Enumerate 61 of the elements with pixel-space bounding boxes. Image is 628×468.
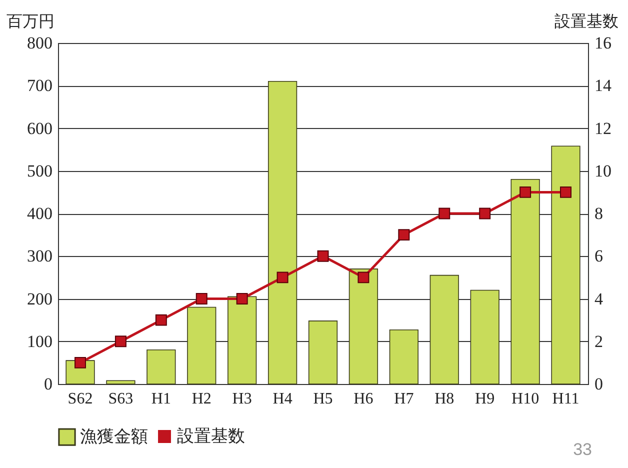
legend-label: 漁獲金額: [80, 427, 148, 446]
y-tick-label: 600: [27, 118, 52, 138]
bar: [510, 179, 540, 384]
bar: [228, 296, 257, 384]
point: [196, 293, 208, 304]
y2-tick-label: 14: [594, 76, 612, 96]
y-tick-label: 500: [27, 161, 52, 180]
bar: [551, 146, 580, 384]
point: [155, 314, 167, 326]
point: [560, 186, 572, 198]
y2-tick-label: 10: [594, 161, 612, 180]
point: [236, 293, 248, 304]
x-tick-label: H4: [272, 390, 292, 408]
y-axis-title: 百万円: [6, 14, 54, 30]
point: [398, 229, 410, 241]
x-tick-label: S62: [68, 390, 93, 408]
y-tick-label: 100: [27, 332, 52, 351]
point: [520, 186, 532, 198]
y-tick-label: 200: [27, 289, 52, 308]
bar: [308, 320, 338, 384]
x-tick-label: S63: [108, 390, 134, 408]
point: [358, 272, 370, 284]
legend-label: 設置基数: [177, 426, 245, 446]
y-tick-label: 400: [27, 204, 52, 223]
y2-tick-label: 8: [594, 204, 603, 223]
x-tick-label: H5: [313, 390, 333, 408]
point: [317, 250, 329, 262]
bar: [106, 380, 136, 384]
bar: [146, 350, 176, 384]
y-tick-label: 0: [44, 374, 52, 394]
point: [74, 356, 86, 368]
y2-tick-label: 4: [594, 289, 604, 308]
x-tick-label: H9: [475, 390, 495, 408]
y2-tick-label: 12: [594, 118, 612, 138]
x-tick-label: H7: [394, 390, 414, 408]
y-tick-label: 700: [27, 76, 52, 96]
point: [114, 336, 126, 348]
x-tick-label: H2: [192, 390, 212, 408]
text: 33: [573, 440, 592, 460]
bar: [187, 306, 216, 384]
bar: [348, 268, 378, 384]
y2-axis-title: 設置基数: [554, 12, 618, 30]
bar: [430, 274, 459, 384]
point: [438, 208, 450, 220]
x-tick-label: H6: [354, 390, 374, 408]
point: [479, 208, 491, 220]
y2-tick-label: 6: [594, 246, 603, 266]
bar: [389, 329, 418, 384]
y2-tick-label: 2: [594, 332, 603, 351]
y2-tick-label: 0: [594, 374, 603, 394]
x-tick-label: H3: [232, 390, 252, 408]
point: [276, 272, 288, 284]
bar: [470, 290, 500, 384]
x-tick-label: H1: [151, 390, 171, 408]
x-tick-label: H10: [512, 390, 540, 408]
x-tick-label: H8: [434, 390, 454, 408]
y2-tick-label: 16: [594, 34, 612, 52]
bar: [268, 80, 298, 384]
y-tick-label: 800: [27, 34, 52, 52]
y-tick-label: 300: [27, 246, 52, 266]
x-tick-label: H11: [552, 390, 580, 408]
